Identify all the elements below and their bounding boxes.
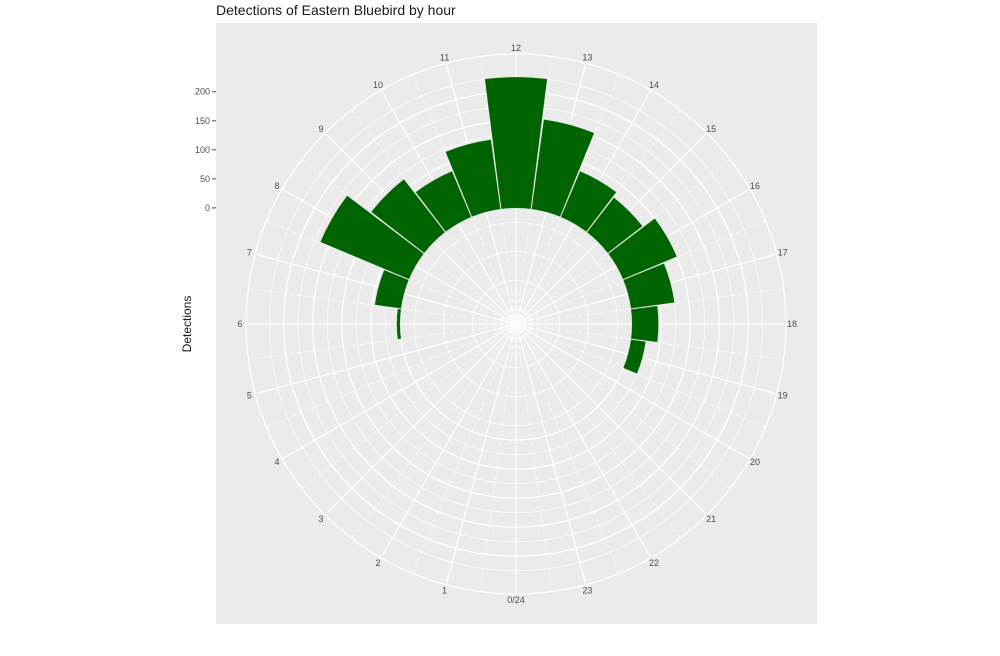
hour-label: 15 — [706, 124, 716, 134]
hour-label: 16 — [750, 181, 760, 191]
bar-hour-8 — [320, 195, 424, 280]
bar-hour-16 — [608, 218, 677, 280]
hour-label: 6 — [237, 319, 242, 329]
minor-radial-gridline — [515, 323, 766, 428]
hour-label: 12 — [511, 43, 521, 53]
hour-label: 10 — [373, 80, 383, 90]
minor-radial-gridline — [266, 323, 517, 428]
hour-label: 9 — [318, 124, 323, 134]
hour-label: 2 — [375, 558, 380, 568]
minor-radial-gridline — [412, 74, 517, 325]
y-tick-label: 0 — [205, 203, 210, 213]
y-tick-label: 100 — [195, 145, 210, 155]
outer-circle-gridline — [245, 53, 787, 595]
minor-radial-gridline — [480, 56, 517, 325]
minor-radial-gridline — [301, 323, 517, 489]
hour-label: 3 — [318, 514, 323, 524]
minor-radial-gridline — [412, 323, 517, 574]
y-axis-title: Detections — [180, 296, 194, 353]
major-radial-gridline — [515, 323, 777, 395]
minor-radial-gridline — [248, 288, 517, 325]
bar-hour-10 — [415, 171, 472, 232]
minor-circle-gridline — [472, 280, 560, 368]
bar-group — [320, 77, 677, 374]
minor-radial-gridline — [515, 220, 766, 325]
bar-hour-18 — [631, 306, 659, 342]
major-radial-gridline — [324, 323, 517, 516]
y-axis: 0 50 100 150 200 — [195, 87, 216, 213]
hour-label: 0/24 — [507, 595, 525, 605]
chart-title: Detections of Eastern Bluebird by hour — [216, 2, 456, 18]
y-tick-label: 150 — [195, 116, 210, 126]
y-tick-label: 50 — [200, 174, 210, 184]
hour-label: 14 — [649, 80, 659, 90]
major-radial-gridline — [281, 323, 517, 460]
minor-circle-gridline — [443, 251, 589, 397]
bar-hour-12 — [484, 77, 548, 209]
major-radial-gridline — [255, 323, 517, 395]
hour-label: 5 — [247, 390, 252, 400]
hour-label: 13 — [582, 52, 592, 62]
minor-circle-gridline — [414, 222, 618, 426]
bar-hour-14 — [560, 171, 617, 232]
hour-label: 7 — [247, 248, 252, 258]
minor-radial-gridline — [515, 323, 552, 592]
minor-radial-gridline — [515, 288, 784, 325]
bar-hour-15 — [586, 197, 643, 254]
hour-label: 4 — [274, 457, 279, 467]
minor-radial-gridline — [248, 323, 517, 360]
bar-hour-13 — [531, 119, 595, 217]
hour-label: 8 — [274, 181, 279, 191]
minor-radial-gridline — [515, 159, 731, 325]
minor-radial-gridline — [515, 323, 731, 489]
bar-hour-9 — [371, 179, 446, 254]
major-radial-gridline — [515, 323, 587, 585]
minor-circle-gridline — [501, 309, 531, 339]
major-radial-gridline — [380, 323, 517, 559]
bar-hour-7 — [374, 270, 409, 309]
minor-radial-gridline — [515, 323, 681, 539]
minor-radial-gridline — [515, 74, 620, 325]
minor-radial-gridline — [301, 159, 517, 325]
hour-label: 21 — [706, 514, 716, 524]
major-radial-gridline — [515, 323, 751, 460]
hour-label: 19 — [778, 390, 788, 400]
minor-radial-gridline — [515, 323, 784, 360]
bar-hour-17 — [623, 263, 675, 309]
minor-radial-gridline — [351, 323, 517, 539]
minor-radial-gridline — [266, 220, 517, 325]
hour-labels: 0/24123456789101112131415161718192021222… — [237, 43, 797, 605]
bar-hour-19 — [623, 339, 646, 374]
minor-radial-gridline — [480, 323, 517, 592]
major-radial-gridline — [445, 323, 517, 585]
hour-label: 23 — [582, 586, 592, 596]
y-tick-label: 200 — [195, 87, 210, 97]
hour-label: 11 — [440, 52, 449, 62]
hour-label: 22 — [649, 558, 659, 568]
minor-radial-gridline — [515, 109, 681, 325]
hour-label: 17 — [778, 248, 788, 258]
bar-hour-6 — [396, 308, 401, 340]
minor-radial-gridline — [515, 323, 620, 574]
minor-radial-gridline — [515, 56, 552, 325]
grid-lines — [245, 53, 787, 595]
bar-hour-11 — [445, 139, 501, 217]
minor-radial-gridline — [351, 109, 517, 325]
hour-label: 1 — [442, 586, 447, 596]
hour-label: 20 — [750, 457, 760, 467]
major-radial-gridline — [515, 323, 652, 559]
major-radial-gridline — [515, 323, 708, 516]
hour-label: 18 — [787, 319, 797, 329]
